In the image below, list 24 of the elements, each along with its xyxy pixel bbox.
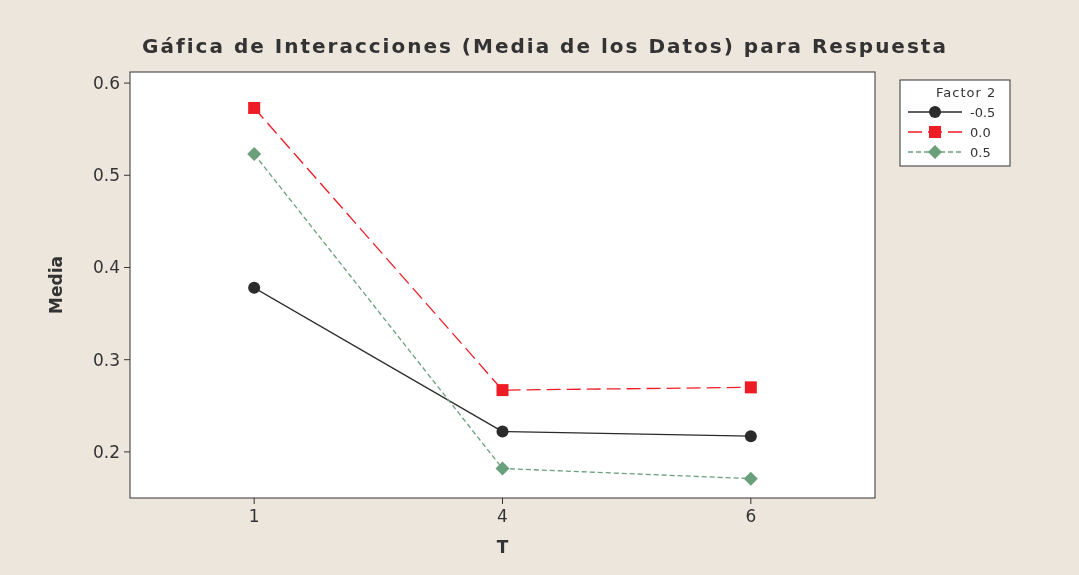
chart-title: Gáfica de Interacciones (Media de los Datos) para Respuesta (142, 34, 948, 58)
point (495, 461, 510, 476)
point (247, 147, 262, 162)
y-axis-title: Media (46, 256, 66, 314)
point (744, 381, 757, 394)
point (496, 384, 509, 397)
y-tick-label: 0.4 (92, 257, 120, 278)
y-tick-label: 0.3 (92, 349, 120, 370)
x-tick-label: 6 (745, 506, 757, 526)
point (743, 471, 758, 486)
y-tick-label: 0.6 (92, 73, 120, 94)
point (248, 101, 261, 114)
legend-title: Factor 2 (936, 85, 997, 100)
legend-label: 0.0 (970, 124, 991, 140)
legend-label: -0.5 (970, 104, 996, 120)
y-tick-label: 0.5 (92, 165, 120, 186)
point (248, 281, 261, 294)
legend-label: 0.5 (970, 144, 991, 160)
point (496, 425, 509, 438)
y-tick-label: 0.2 (92, 441, 120, 462)
x-tick-label: 4 (497, 506, 508, 526)
point (744, 430, 757, 443)
x-axis-title: T (496, 537, 509, 557)
x-tick-label: 1 (248, 506, 260, 526)
